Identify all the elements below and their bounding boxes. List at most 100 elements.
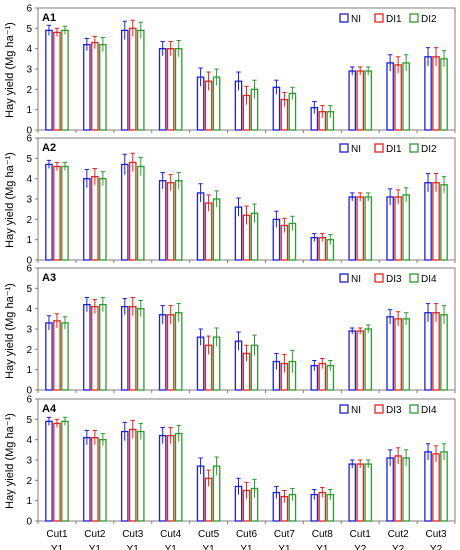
bar-di4 <box>402 457 410 522</box>
legend-swatch-di4 <box>409 273 419 283</box>
bar-ni <box>45 163 53 261</box>
legend-label-di2: DI2 <box>421 14 437 25</box>
legend-label-ni: NI <box>351 144 361 155</box>
x-tick-label-cut: Cut1 <box>350 529 372 540</box>
y-tick-label: 0 <box>26 517 32 528</box>
panel-a3: 0 1 2 3 4 5 6 A3 NI DI3 DI4 <box>26 264 456 397</box>
bar-di3 <box>394 318 402 391</box>
y-tick-label: 5 <box>26 415 32 426</box>
y-tick-label: 2 <box>26 476 32 487</box>
y-tick-label: 5 <box>26 24 32 35</box>
legend-swatch-di3 <box>374 404 384 414</box>
y-tick-label: 6 <box>26 264 32 275</box>
bar-ni <box>83 436 91 522</box>
bar-di4 <box>61 420 69 522</box>
bar-di3 <box>91 305 99 391</box>
bar-di4 <box>99 303 107 391</box>
x-tick-label-cut: Cut2 <box>84 529 106 540</box>
bar-di2 <box>402 194 410 261</box>
bar-di3 <box>356 330 365 391</box>
x-tick-label-year: Y1 <box>89 544 102 550</box>
x-tick-label-cut: Cut3 <box>425 529 447 540</box>
y-tick-label: 3 <box>26 65 32 76</box>
legend-label-ni: NI <box>351 14 361 25</box>
bar-ni <box>158 48 167 131</box>
bar-di1 <box>432 182 440 261</box>
legend-swatch-di2 <box>409 13 419 23</box>
x-tick-label-year: Y1 <box>165 544 178 550</box>
bar-ni <box>45 29 53 131</box>
x-tick-label-year: Y1 <box>202 544 215 550</box>
x-tick-label-year: Y2 <box>354 544 367 550</box>
bar-di1 <box>204 202 213 261</box>
bar-ni <box>158 180 167 261</box>
x-tick-label-cut: Cut4 <box>160 529 182 540</box>
panel-label: A4 <box>42 403 57 415</box>
legend-label-di3: DI3 <box>386 274 402 285</box>
bar-ni <box>45 420 53 522</box>
x-tick-label-year: Y1 <box>240 544 253 550</box>
bar-ni <box>120 163 129 261</box>
y-tick-label: 4 <box>26 44 32 55</box>
bar-ni <box>348 70 357 131</box>
legend-label-di1: DI1 <box>386 14 402 25</box>
bar-ni <box>424 182 432 261</box>
bar-di1 <box>166 182 175 261</box>
bar-di2 <box>61 165 69 261</box>
bar-di4 <box>136 308 145 391</box>
bar-di3 <box>394 455 402 522</box>
bar-di1 <box>356 70 365 131</box>
bar-ni <box>386 316 394 391</box>
bar-ni <box>386 196 394 261</box>
x-tick-label-cut: Cut3 <box>122 529 144 540</box>
bar-ni <box>45 322 53 391</box>
plot-layer: 0 1 2 3 4 5 6 A1 NI DI1 DI2 0 1 2 3 4 5 6 A2 NI DI1 DI2 0 1 2 3 4 5… <box>26 4 456 550</box>
x-tick-label-year: Y2 <box>392 544 405 550</box>
bar-di3 <box>53 320 61 391</box>
bar-di1 <box>128 161 137 261</box>
y-tick-label: 2 <box>26 345 32 356</box>
bar-di2 <box>402 62 410 131</box>
bar-di3 <box>166 434 175 522</box>
bar-di1 <box>53 165 61 261</box>
bar-di4 <box>440 451 448 522</box>
y-tick-label: 6 <box>26 4 32 15</box>
bar-ni <box>83 303 91 391</box>
bar-di1 <box>394 196 402 261</box>
legend-label-ni: NI <box>351 405 361 416</box>
bar-di2 <box>174 48 183 131</box>
bar-di4 <box>136 430 145 522</box>
y-tick-label: 3 <box>26 456 32 467</box>
bar-ni <box>196 465 205 522</box>
bar-di3 <box>91 436 99 522</box>
bar-di4 <box>364 463 373 522</box>
bar-di2 <box>99 178 107 261</box>
legend-swatch-ni <box>339 404 349 414</box>
bar-ni <box>424 56 432 131</box>
y-tick-label: 1 <box>26 365 32 376</box>
panel-a1: 0 1 2 3 4 5 6 A1 NI DI1 DI2 <box>26 4 456 137</box>
legend-label-di4: DI4 <box>421 405 437 416</box>
x-tick-label-year: Y1 <box>51 544 64 550</box>
panel-a4: 0 1 2 3 4 5 6 A4 NI DI3 DI4 <box>26 395 456 528</box>
y-tick-label: 4 <box>26 174 32 185</box>
y-axis-label-a3: Hay yield (Mg ha⁻¹) <box>4 283 16 379</box>
y-tick-label: 4 <box>26 304 32 315</box>
bar-di1 <box>91 41 99 131</box>
bar-di2 <box>136 165 145 261</box>
bar-ni <box>83 43 91 131</box>
legend-label-di4: DI4 <box>421 274 437 285</box>
bar-di3 <box>128 428 137 522</box>
legend-swatch-di2 <box>409 143 419 153</box>
legend-swatch-di4 <box>409 404 419 414</box>
y-tick-label: 1 <box>26 235 32 246</box>
x-tick-label-year: Y2 <box>430 544 443 550</box>
bar-di4 <box>364 328 373 391</box>
bar-ni <box>158 434 167 522</box>
bar-ni <box>196 192 205 261</box>
x-tick-label-cut: Cut2 <box>388 529 410 540</box>
legend-swatch-ni <box>339 143 349 153</box>
bar-ni <box>120 430 129 522</box>
y-tick-label: 0 <box>26 386 32 397</box>
bar-di3 <box>128 305 137 391</box>
